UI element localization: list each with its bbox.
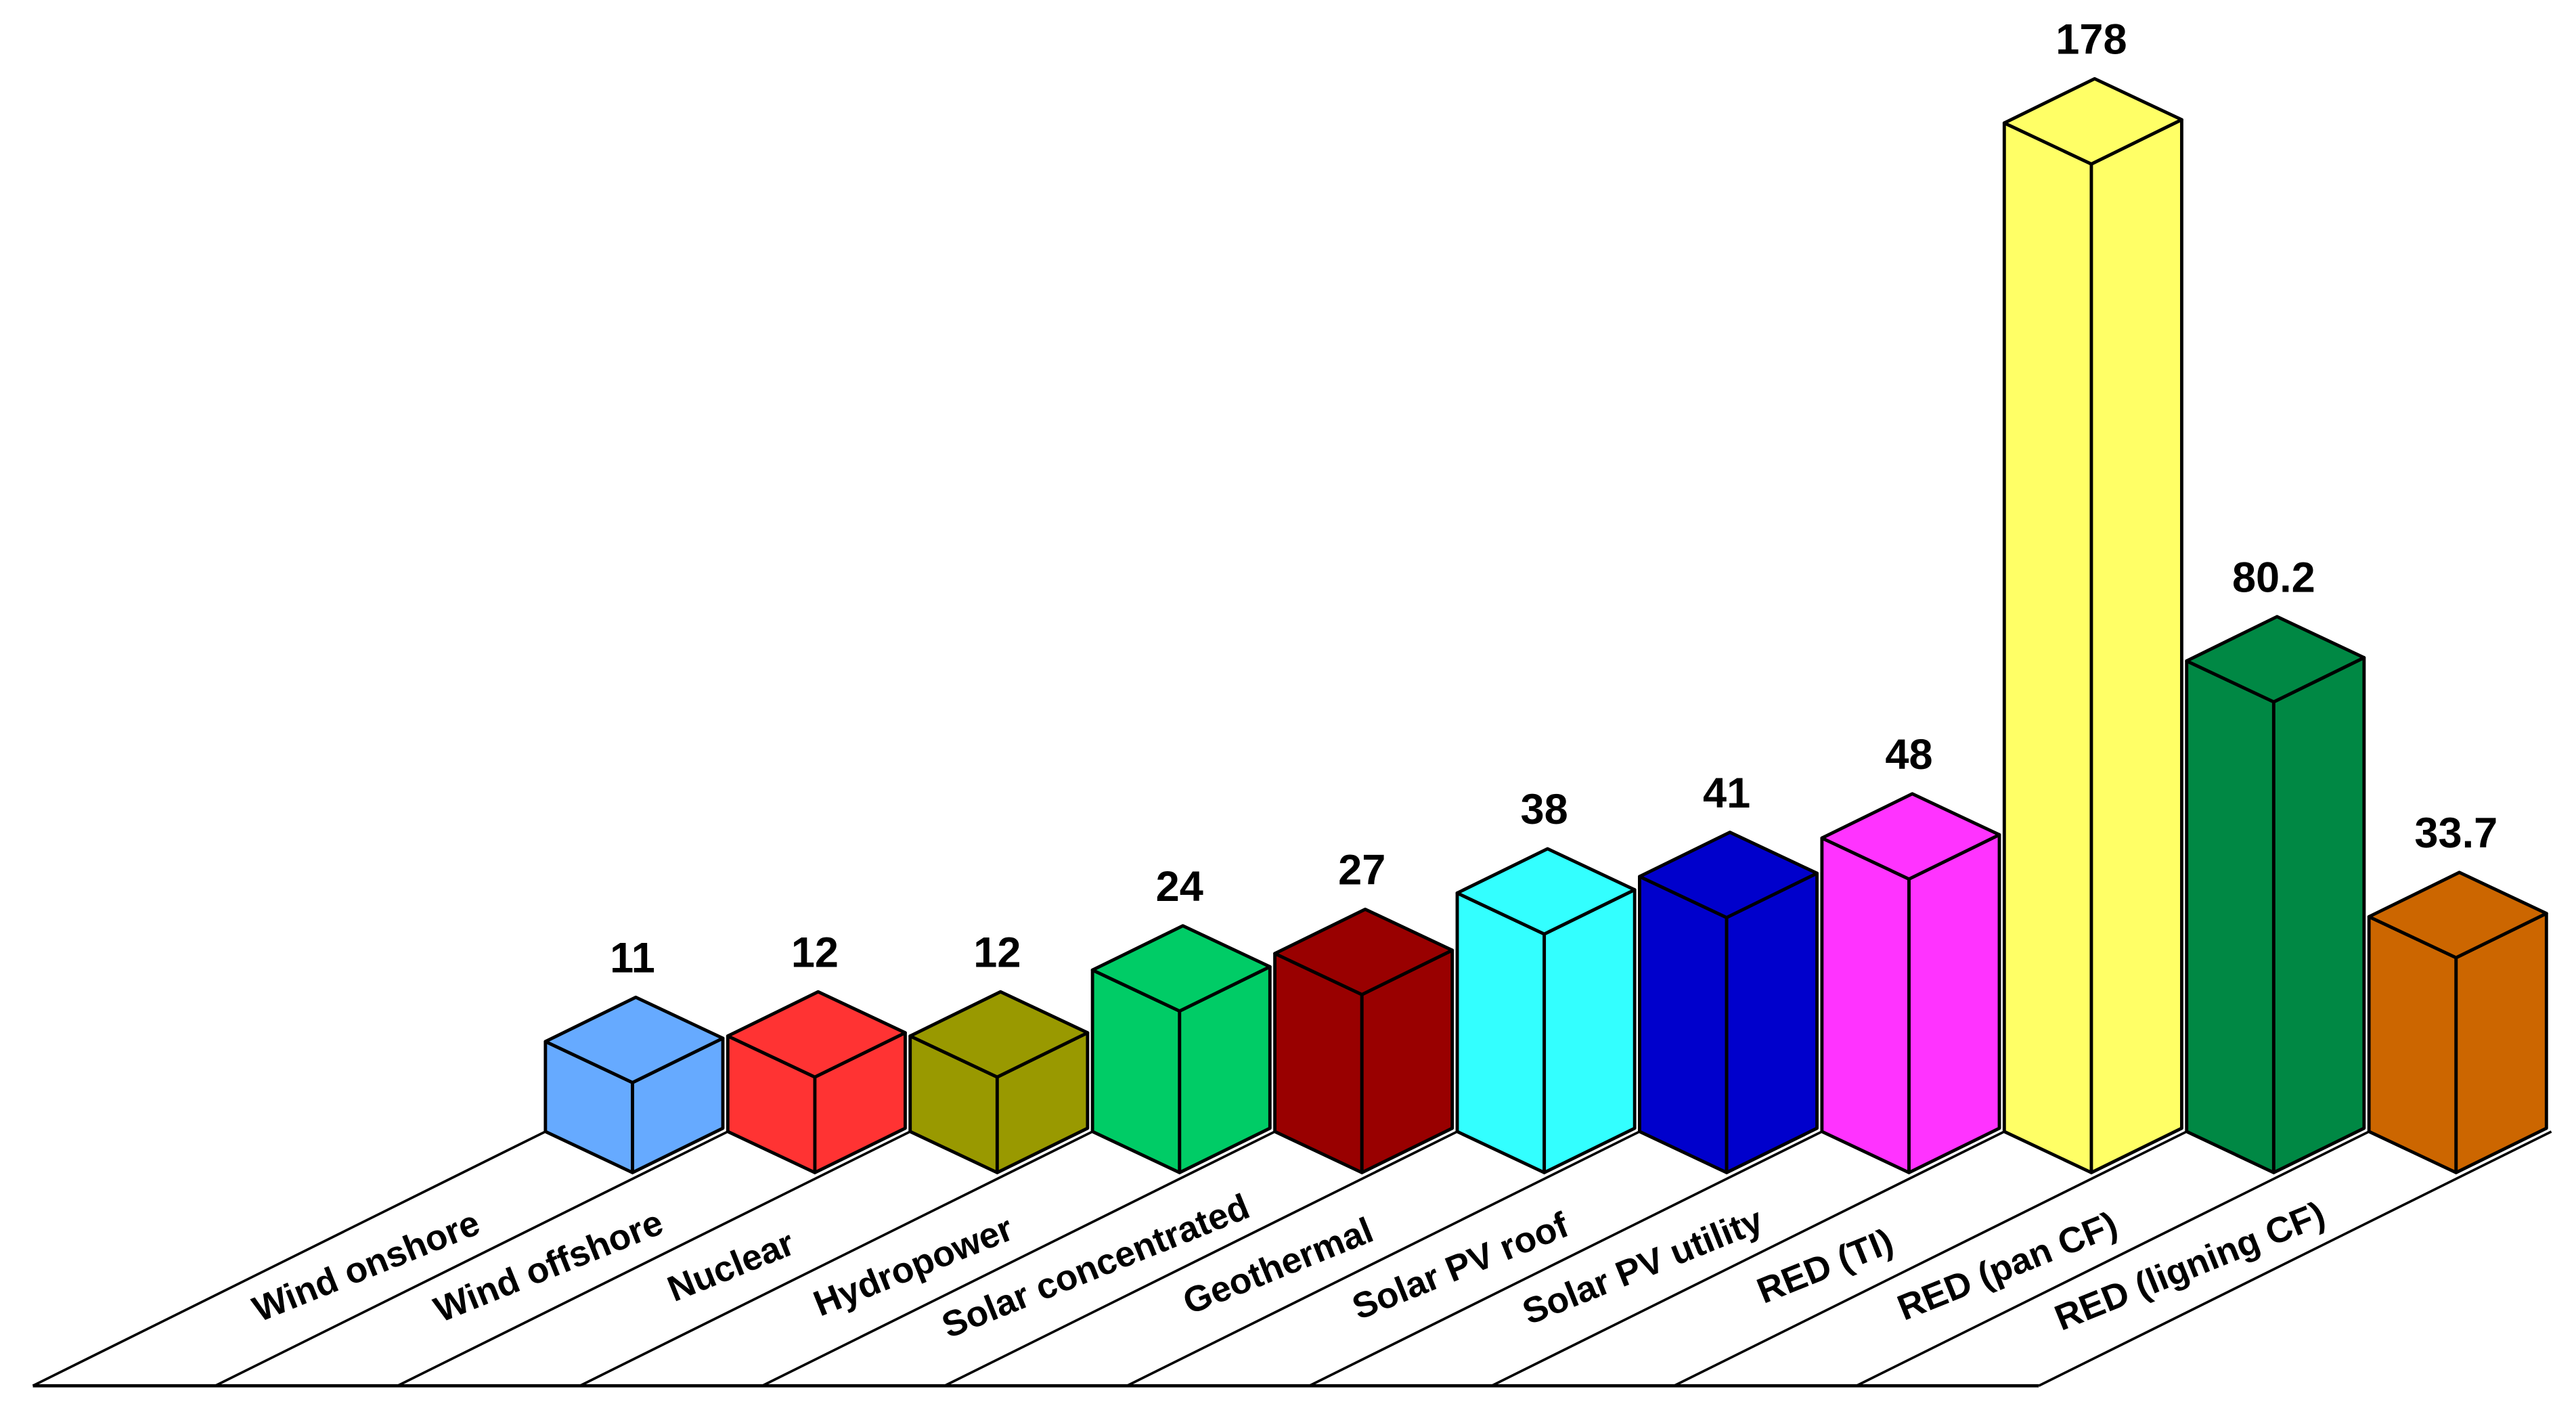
bar-side: [1542, 888, 1637, 1174]
bar-top: [543, 995, 725, 1084]
lane-line: [1856, 1130, 2370, 1387]
lane-line: [1491, 1130, 2005, 1387]
bar-top: [2367, 870, 2548, 960]
bar-side: [2089, 118, 2183, 1174]
category-label: Solar concentrated: [937, 1187, 1256, 1346]
value-label: 48: [1885, 731, 1932, 778]
bar: [1820, 792, 2001, 1174]
value-label: 24: [1156, 863, 1203, 910]
bar-front: [1820, 836, 1911, 1174]
bar-side: [2271, 656, 2366, 1174]
lane-line: [1673, 1130, 2188, 1387]
bar-side: [1907, 833, 2001, 1174]
value-label: 178: [2056, 16, 2127, 64]
lane-line: [1126, 1130, 1641, 1387]
bar-top: [726, 990, 907, 1079]
value-label: 38: [1521, 786, 1568, 833]
bar-top: [1090, 924, 1272, 1013]
bar-top: [1638, 831, 1819, 919]
category-label: Nuclear: [662, 1223, 800, 1310]
bar-top: [2185, 615, 2366, 704]
lane-line: [2038, 1130, 2552, 1387]
bar: [1638, 831, 1819, 1174]
value-label: 80.2: [2232, 554, 2315, 601]
value-label: 12: [973, 929, 1021, 977]
value-label: 33.7: [2414, 810, 2497, 857]
lane-line: [215, 1130, 729, 1387]
lane-line: [943, 1130, 1458, 1387]
lane-line: [761, 1130, 1276, 1387]
value-label: 41: [1703, 770, 1750, 817]
value-label: 27: [1338, 847, 1385, 894]
bar-front: [1638, 875, 1729, 1174]
value-label: 12: [791, 929, 839, 977]
bar-front: [2367, 914, 2458, 1174]
lane-line: [32, 1130, 546, 1387]
bar: [2185, 615, 2366, 1174]
bar: [1090, 924, 1272, 1174]
bar: [726, 990, 907, 1174]
bar-side: [1725, 871, 1819, 1174]
bar-front: [1455, 891, 1547, 1174]
bar: [908, 990, 1090, 1174]
bar-front: [2002, 121, 2093, 1174]
bar-top: [2002, 76, 2183, 166]
bar: [543, 995, 725, 1174]
value-label: 11: [610, 935, 655, 982]
bar: [1455, 847, 1637, 1174]
bar-top: [1455, 847, 1637, 936]
category-label: RED (TI): [1752, 1221, 1898, 1311]
bar-front: [2185, 659, 2275, 1174]
lane-line: [1308, 1130, 1823, 1387]
bar-top: [1273, 907, 1454, 996]
bar-top: [1820, 792, 2001, 881]
bar-top: [908, 990, 1090, 1079]
bar: [2002, 76, 2183, 1174]
lane-line: [397, 1130, 911, 1387]
bar: [1273, 907, 1454, 1174]
bar: [2367, 870, 2548, 1174]
lane-line: [579, 1130, 1093, 1387]
